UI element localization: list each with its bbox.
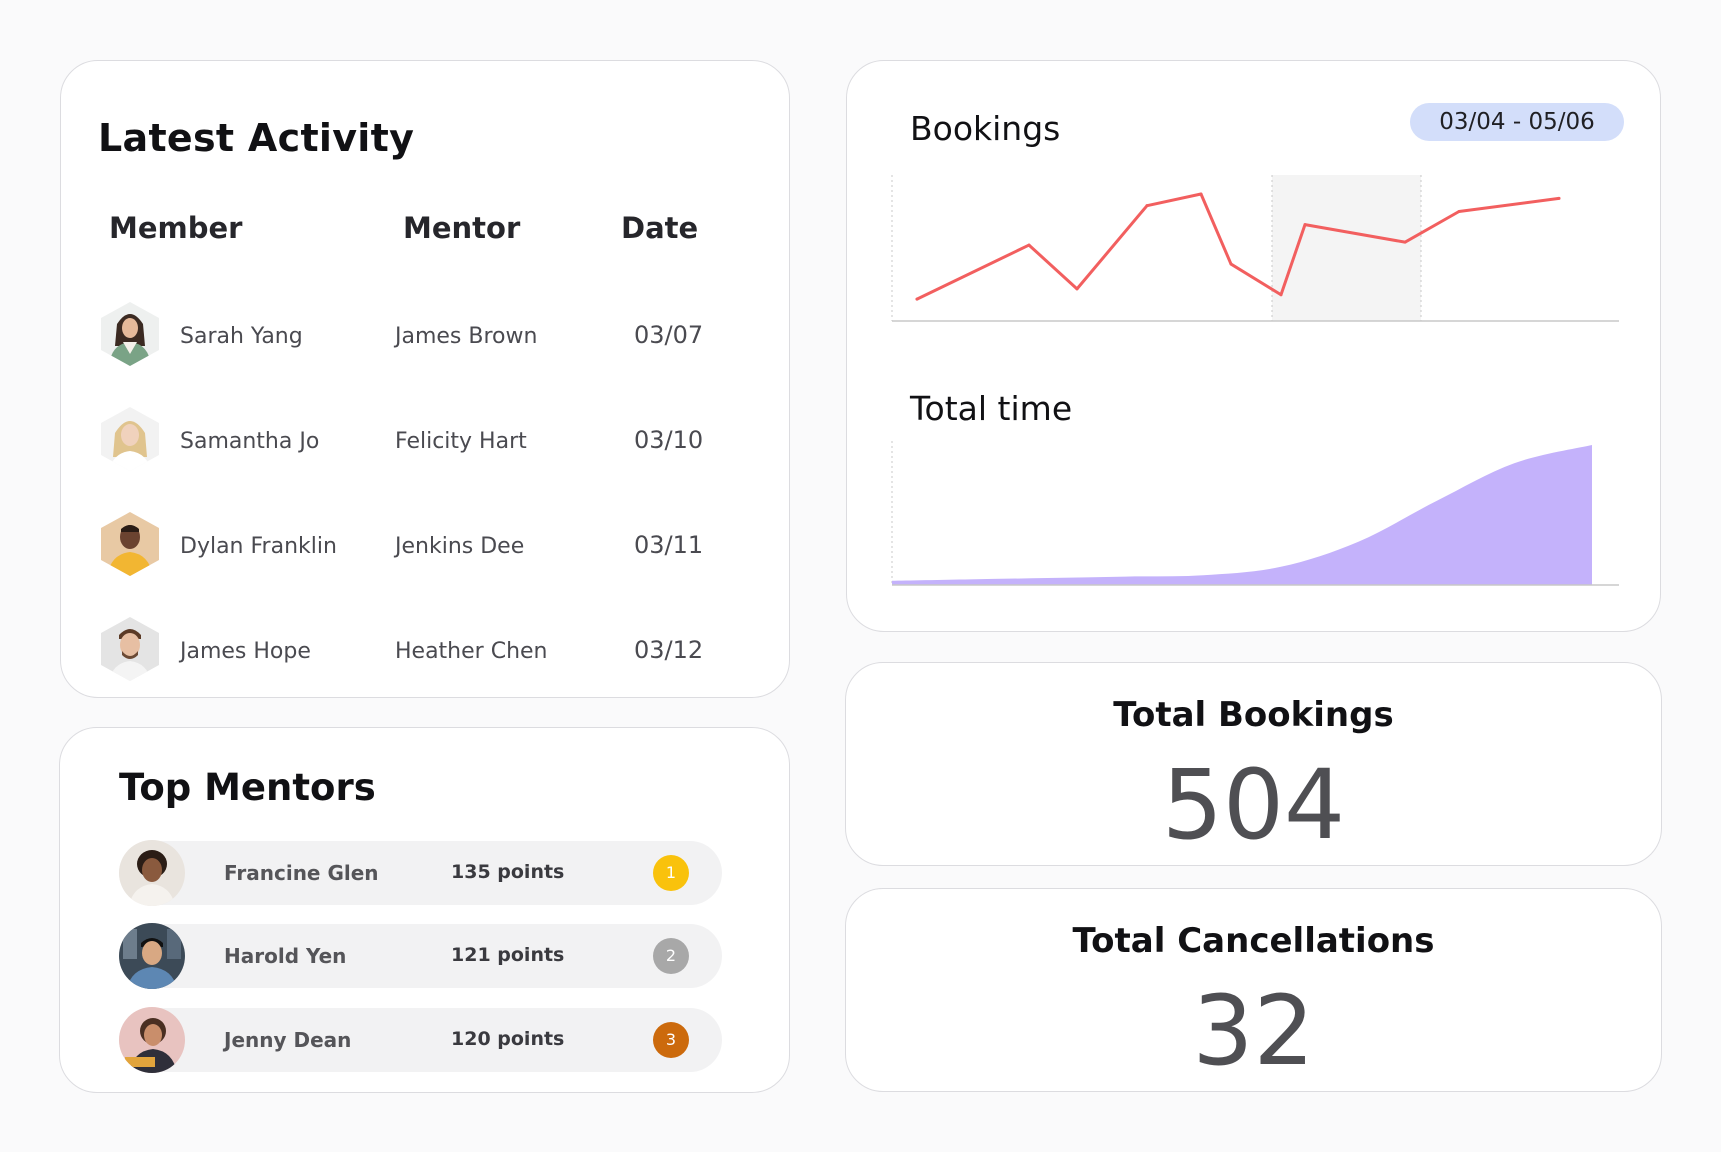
total-time-series: [892, 445, 1592, 585]
mentor-name: Jenny Dean: [224, 1028, 352, 1052]
bookings-highlight-band: [1272, 175, 1421, 321]
rank-badge: 2: [653, 938, 689, 974]
avatar: [119, 840, 185, 906]
bookings-point[interactable]: [1279, 293, 1283, 297]
bookings-point[interactable]: [1403, 240, 1407, 244]
avatar: [119, 923, 185, 989]
charts-canvas: [891, 175, 1619, 586]
bookings-point[interactable]: [1229, 262, 1233, 266]
latest-activity-card: Latest Activity Member Mentor Date Sarah…: [60, 60, 790, 698]
bookings-line: [915, 192, 1561, 301]
avatar: [101, 617, 159, 681]
column-header-date[interactable]: Date: [621, 211, 699, 245]
mentor-name: James Brown: [395, 324, 538, 349]
column-header-mentor[interactable]: Mentor: [403, 211, 521, 245]
bookings-point[interactable]: [1075, 287, 1079, 291]
avatar: [101, 407, 159, 471]
total-time-chart-title: Total time: [910, 389, 1073, 428]
member-name: Samantha Jo: [180, 429, 320, 454]
mentor-name: Jenkins Dee: [395, 534, 525, 559]
mentor-name: Francine Glen: [224, 861, 379, 885]
total-cancellations-label: Total Cancellations: [1072, 921, 1435, 961]
member-name: Sarah Yang: [180, 324, 303, 349]
mentor-points: 120 points: [451, 1028, 565, 1050]
total-bookings-card: Total Bookings 504: [845, 662, 1662, 866]
bookings-point[interactable]: [1027, 243, 1031, 247]
mentor-name: Felicity Hart: [395, 429, 527, 454]
bookings-point[interactable]: [1557, 196, 1561, 200]
mentor-list-item[interactable]: Harold Yen 121 points 2: [119, 923, 722, 989]
bookings-point[interactable]: [1145, 204, 1149, 208]
activity-date: 03/10: [634, 426, 704, 454]
activity-date: 03/07: [634, 321, 704, 349]
total-cancellations-card: Total Cancellations 32: [845, 888, 1662, 1092]
bookings-point[interactable]: [1303, 223, 1307, 227]
column-header-member[interactable]: Member: [109, 211, 243, 245]
mentor-list-item[interactable]: Jenny Dean 120 points 3: [119, 1007, 722, 1073]
top-mentors-card: Top Mentors Francine Glen 135 points 1: [59, 727, 790, 1093]
date-range-pill[interactable]: 03/04 - 05/06: [1410, 103, 1624, 141]
rank-badge: 3: [653, 1022, 689, 1058]
mentor-name: Heather Chen: [395, 639, 548, 664]
bookings-point[interactable]: [1457, 210, 1461, 213]
mentor-name: Harold Yen: [224, 944, 347, 968]
avatar: [119, 1007, 185, 1073]
total-time-area: [892, 445, 1592, 585]
table-row[interactable]: Dylan Franklin Jenkins Dee 03/11: [61, 512, 789, 577]
table-row[interactable]: James Hope Heather Chen 03/12: [61, 617, 789, 682]
activity-date: 03/11: [634, 531, 704, 559]
total-bookings-label: Total Bookings: [1113, 695, 1394, 735]
table-row[interactable]: Sarah Yang James Brown 03/07: [61, 302, 789, 367]
charts-card: Bookings 03/04 - 05/06 Total time: [846, 60, 1661, 632]
bookings-point[interactable]: [915, 297, 919, 301]
mentor-list-item[interactable]: Francine Glen 135 points 1: [119, 840, 722, 906]
table-row[interactable]: Samantha Jo Felicity Hart 03/10: [61, 407, 789, 472]
avatar: [101, 512, 159, 576]
bookings-point[interactable]: [1199, 192, 1203, 196]
avatar: [101, 302, 159, 366]
bookings-chart-title: Bookings: [910, 109, 1061, 148]
mentor-points: 121 points: [451, 944, 565, 966]
activity-date: 03/12: [634, 636, 704, 664]
total-bookings-value: 504: [1161, 749, 1346, 861]
mentor-points: 135 points: [451, 861, 565, 883]
member-name: Dylan Franklin: [180, 534, 337, 559]
latest-activity-title: Latest Activity: [98, 116, 415, 160]
total-cancellations-value: 32: [1192, 975, 1315, 1087]
member-name: James Hope: [180, 639, 311, 664]
rank-badge: 1: [653, 855, 689, 891]
top-mentors-title: Top Mentors: [119, 766, 376, 809]
bookings-series: [915, 192, 1561, 301]
